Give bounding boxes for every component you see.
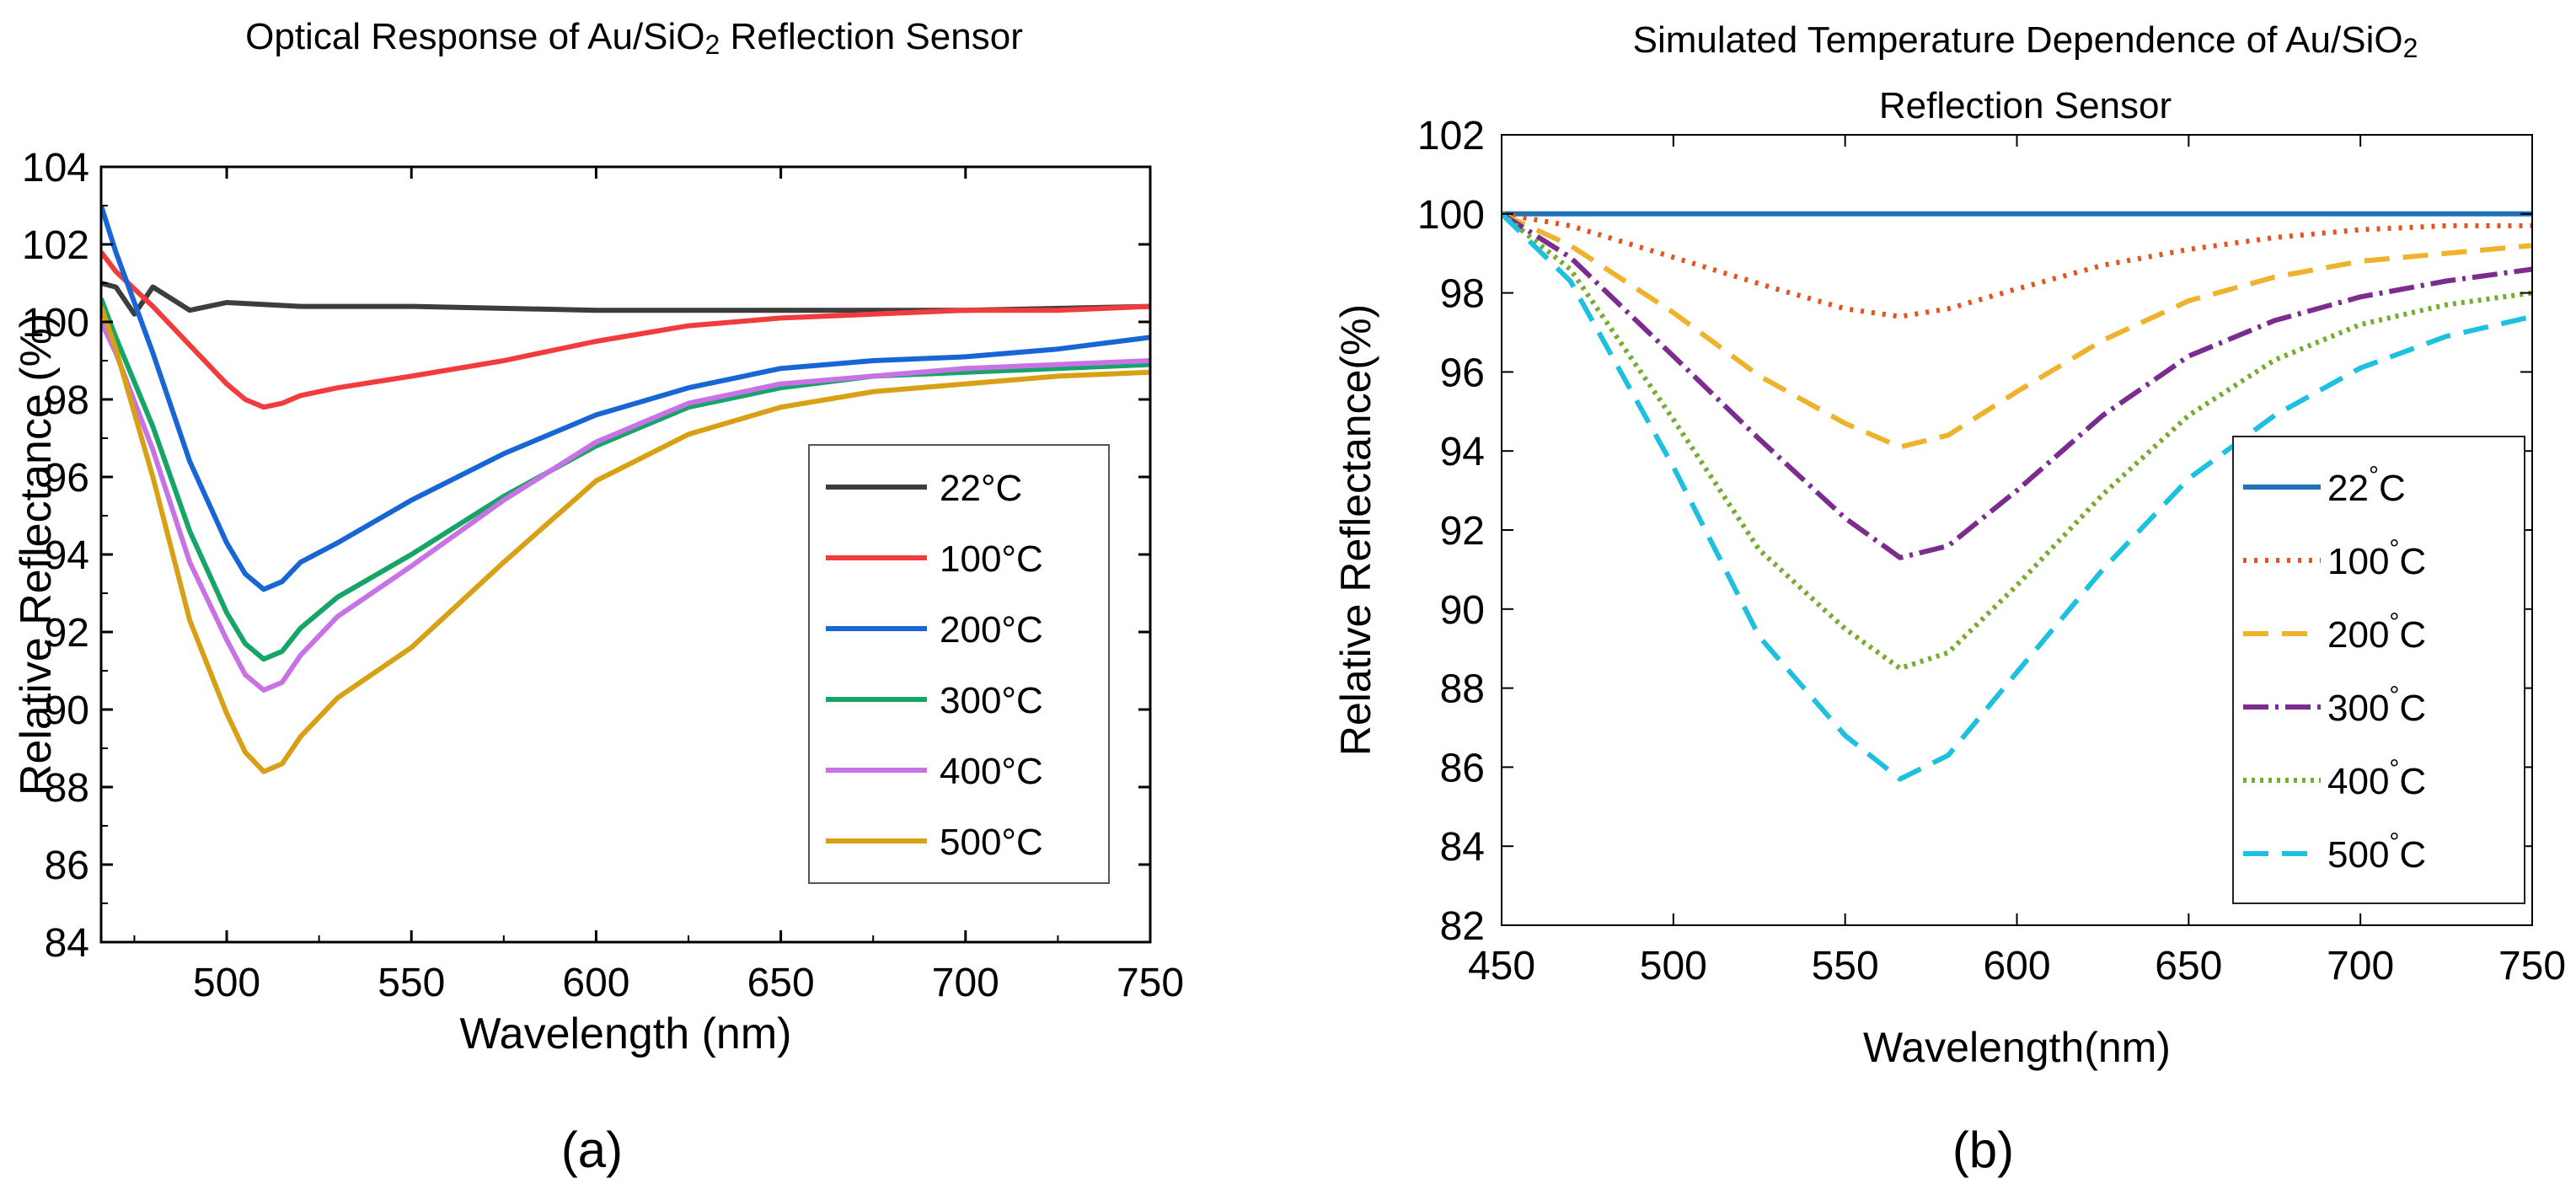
x-tick-label: 750 bbox=[1117, 961, 1184, 1005]
legend-value: 400 bbox=[2327, 761, 2389, 802]
x-tick-label: 550 bbox=[1812, 944, 1879, 988]
y-tick-label: 94 bbox=[45, 533, 89, 578]
chart-panel-b: Simulated Temperature Dependence of Au/S… bbox=[1332, 19, 2566, 1178]
legend-box bbox=[808, 444, 1110, 884]
x-axis-label: Wavelength (nm) bbox=[460, 1010, 792, 1058]
series-line-300C bbox=[1502, 212, 2532, 560]
y-tick-label: 94 bbox=[1440, 430, 1485, 474]
y-tick-label: 86 bbox=[1440, 746, 1485, 790]
legend-label: 100°C bbox=[940, 538, 1043, 580]
x-tick-label: 500 bbox=[193, 961, 260, 1005]
y-axis-label: Relative Reflectance (%) bbox=[12, 313, 61, 795]
legend-label: 22°C bbox=[2327, 462, 2406, 509]
legend-label: 200°C bbox=[940, 609, 1043, 651]
x-tick-label: 450 bbox=[1468, 944, 1535, 988]
x-axis-label: Wavelength(nm) bbox=[1863, 1024, 2171, 1071]
x-tick-label: 500 bbox=[1640, 944, 1707, 988]
legend-unit: C bbox=[2399, 541, 2426, 582]
legend-value: 300 bbox=[2327, 688, 2389, 729]
series-line-22deg-C bbox=[101, 281, 1150, 317]
legend-label: 400°C bbox=[2327, 755, 2426, 802]
panel-label-a: (a) bbox=[561, 1122, 623, 1178]
y-tick-label: 100 bbox=[22, 301, 89, 345]
y-tick-label: 92 bbox=[1440, 509, 1485, 554]
legend-label: 400°C bbox=[940, 751, 1043, 792]
legend-value: 500 bbox=[2327, 834, 2389, 876]
title-subscript: 2 bbox=[705, 29, 720, 60]
series-line-400C bbox=[1502, 212, 2532, 672]
y-tick-label: 102 bbox=[1417, 114, 1485, 158]
x-tick-label: 750 bbox=[2498, 944, 2566, 988]
y-tick-label: 96 bbox=[45, 456, 89, 501]
legend-degree: ° bbox=[2389, 682, 2399, 710]
y-tick-label: 84 bbox=[1440, 825, 1485, 870]
x-tick-label: 600 bbox=[1983, 944, 2050, 988]
chart-panel-a: Optical Response of Au/SiO2 Reflection S… bbox=[12, 16, 1184, 1178]
legend-box bbox=[2232, 436, 2525, 904]
x-tick-label: 550 bbox=[378, 961, 445, 1005]
legend-degree: ° bbox=[2389, 608, 2399, 636]
x-tick-label: 700 bbox=[932, 961, 999, 1005]
legend-degree: ° bbox=[2389, 755, 2399, 783]
series-group bbox=[1502, 211, 2532, 782]
legend-label: 300°C bbox=[940, 680, 1043, 721]
title-main: Simulated Temperature Dependence of Au/S… bbox=[1633, 19, 2403, 61]
chart-title: Optical Response of Au/SiO2 Reflection S… bbox=[245, 16, 1023, 60]
y-tick-label: 90 bbox=[45, 688, 89, 733]
panel-label-b: (b) bbox=[1952, 1122, 2014, 1178]
series-line-100C bbox=[1502, 211, 2532, 319]
y-tick-label: 90 bbox=[1440, 588, 1485, 633]
legend-label: 500°C bbox=[940, 822, 1043, 863]
y-tick-label: 98 bbox=[1440, 272, 1485, 317]
legend-label: 300°C bbox=[2327, 682, 2426, 729]
title-subscript: 2 bbox=[2403, 33, 2418, 63]
y-tick-label: 102 bbox=[22, 223, 89, 268]
chart-title: Simulated Temperature Dependence of Au/S… bbox=[1633, 19, 2418, 63]
chart-title-line2: Reflection Sensor bbox=[1879, 85, 2172, 126]
series-line-200C bbox=[1502, 212, 2532, 450]
x-tick-label: 700 bbox=[2327, 944, 2394, 988]
title-tail: Reflection Sensor bbox=[720, 16, 1023, 57]
series-group bbox=[101, 205, 1150, 774]
y-tick-label: 86 bbox=[45, 844, 89, 888]
legend-unit: C bbox=[2399, 761, 2426, 802]
legend-unit: C bbox=[2399, 614, 2426, 656]
y-tick-label: 88 bbox=[45, 766, 89, 811]
legend-value: 200 bbox=[2327, 614, 2389, 656]
series-line-500deg-C bbox=[101, 305, 1150, 774]
series-line-200deg-C bbox=[101, 205, 1150, 592]
legend-value: 22 bbox=[2327, 468, 2369, 509]
legend-unit: C bbox=[2399, 834, 2426, 876]
y-tick-label: 104 bbox=[22, 146, 89, 190]
series-line-400deg-C bbox=[101, 320, 1150, 693]
legend-label: 200°C bbox=[2327, 608, 2426, 656]
y-tick-label: 96 bbox=[1440, 351, 1485, 395]
x-tick-label: 650 bbox=[747, 961, 815, 1005]
y-tick-label: 100 bbox=[1417, 193, 1485, 238]
y-tick-label: 84 bbox=[45, 921, 89, 966]
x-tick-label: 650 bbox=[2155, 944, 2222, 988]
legend-unit: C bbox=[2399, 688, 2426, 729]
legend-degree: ° bbox=[2389, 535, 2399, 563]
legend-unit: C bbox=[2379, 468, 2406, 509]
legend-degree: ° bbox=[2389, 828, 2399, 856]
y-tick-label: 98 bbox=[45, 378, 89, 423]
y-axis-label: Relative Reflectance(%) bbox=[1332, 304, 1379, 756]
series-line-100deg-C bbox=[101, 250, 1150, 410]
legend-label: 500°C bbox=[2327, 828, 2426, 876]
y-tick-label: 88 bbox=[1440, 667, 1485, 712]
title-main: Optical Response of Au/SiO bbox=[245, 16, 704, 57]
y-tick-label: 82 bbox=[1440, 904, 1485, 949]
legend-label: 22°C bbox=[940, 468, 1022, 509]
legend-value: 100 bbox=[2327, 541, 2389, 582]
y-tick-label: 92 bbox=[45, 611, 89, 656]
legend-label: 100°C bbox=[2327, 535, 2426, 582]
legend-degree: ° bbox=[2369, 462, 2379, 490]
x-tick-label: 600 bbox=[562, 961, 629, 1005]
